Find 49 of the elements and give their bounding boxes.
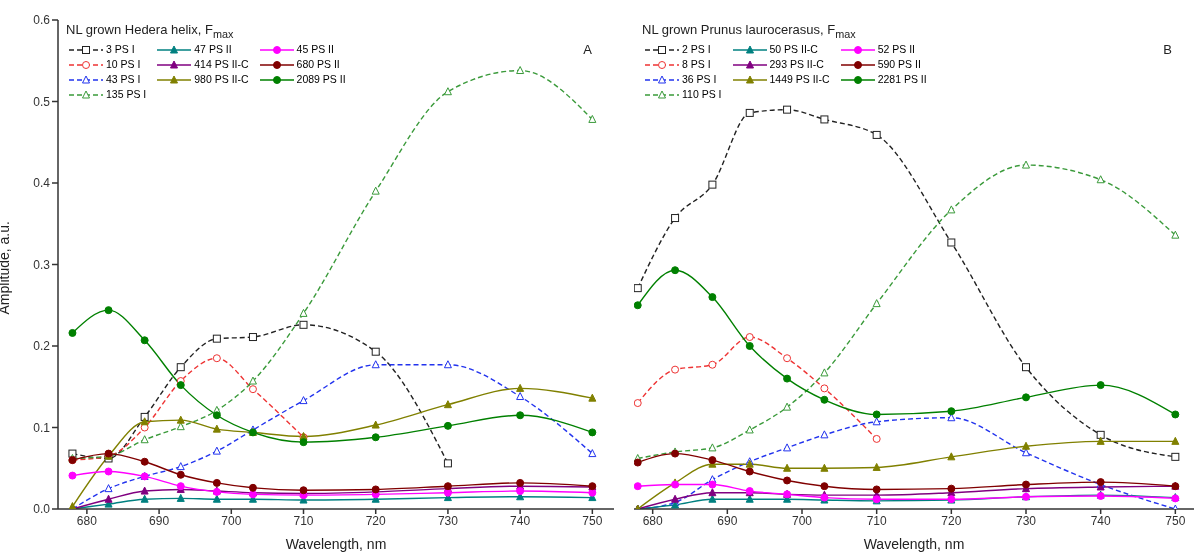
- x-tick-label: 710: [866, 513, 887, 528]
- y-tick-label: 0.3: [33, 257, 51, 272]
- legend-label: 3 PS I: [106, 42, 135, 57]
- chart-title: NL grown Hedera helix, F$_{max}$: [66, 22, 234, 42]
- legend-label: 1449 PS II-C: [769, 72, 830, 87]
- x-axis-title: Wavelength, nm: [285, 536, 387, 552]
- legend-label: 43 PS I: [106, 72, 141, 87]
- legend-label: 135 PS I: [106, 87, 147, 102]
- y-tick-label: 0.0: [33, 502, 51, 517]
- annotation: A: [583, 42, 592, 57]
- legend-label: 8 PS I: [682, 57, 711, 72]
- y-tick-label: 0.2: [33, 339, 51, 354]
- x-tick-label: 690: [149, 513, 170, 528]
- legend-label: 414 PS II-C: [194, 57, 249, 72]
- legend-label: 2 PS I: [682, 42, 711, 57]
- x-tick-label: 740: [510, 513, 531, 528]
- x-tick-label: 700: [791, 513, 813, 528]
- legend-label: 2089 PS II: [296, 72, 346, 87]
- x-tick-label: 720: [365, 513, 387, 528]
- x-tick-label: 720: [941, 513, 962, 528]
- annotation: B: [1163, 42, 1172, 57]
- x-tick-label: 740: [1090, 513, 1111, 528]
- y-tick-label: 0.6: [33, 13, 51, 28]
- x-tick-label: 680: [76, 513, 98, 528]
- legend-label: 52 PS II: [877, 42, 915, 57]
- legend-label: 10 PS I: [106, 57, 141, 72]
- legend-label: 293 PS II-C: [769, 57, 824, 72]
- y-tick-label: 0.1: [33, 420, 51, 435]
- x-tick-label: 730: [1015, 513, 1037, 528]
- y-tick-label: 0.5: [33, 94, 51, 109]
- legend-label: 110 PS I: [682, 87, 722, 102]
- x-tick-label: 710: [293, 513, 314, 528]
- legend-label: 45 PS II: [296, 42, 334, 57]
- x-tick-label: 690: [717, 513, 738, 528]
- x-tick-label: 750: [582, 513, 603, 528]
- legend-label: 50 PS II-C: [769, 42, 818, 57]
- x-tick-label: 730: [437, 513, 459, 528]
- legend-label: 47 PS II: [194, 42, 232, 57]
- x-tick-label: 700: [221, 513, 242, 528]
- x-tick-label: 680: [642, 513, 663, 528]
- chart-title: NL grown Prunus laurocerasus, F$_{max}$: [642, 22, 856, 42]
- x-axis-title: Wavelength, nm: [863, 536, 965, 552]
- legend-label: 36 PS I: [682, 72, 717, 87]
- x-tick-label: 750: [1165, 513, 1186, 528]
- legend-label: 2281 PS II: [877, 72, 927, 87]
- y-tick-label: 0.4: [33, 176, 51, 191]
- legend-label: 680 PS II: [296, 57, 340, 72]
- legend-label: 590 PS II: [877, 57, 921, 72]
- legend-label: 980 PS II-C: [194, 72, 249, 87]
